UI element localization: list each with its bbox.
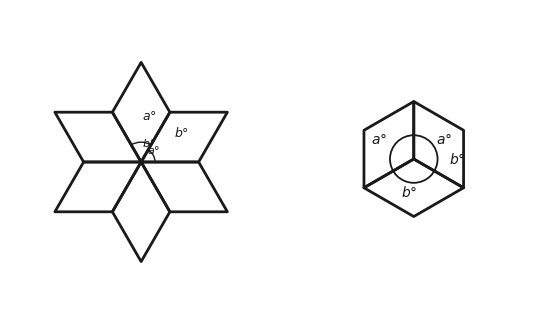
Text: $b°$: $b°$ [174, 126, 189, 140]
Text: $a°$: $a°$ [142, 110, 156, 123]
Text: $a°$: $a°$ [435, 133, 452, 147]
Text: $a°$: $a°$ [371, 133, 387, 147]
Text: $b°$: $b°$ [142, 137, 156, 149]
Text: $a°$: $a°$ [147, 144, 161, 156]
Text: $b°$: $b°$ [449, 152, 465, 167]
Text: $b°$: $b°$ [401, 185, 417, 200]
